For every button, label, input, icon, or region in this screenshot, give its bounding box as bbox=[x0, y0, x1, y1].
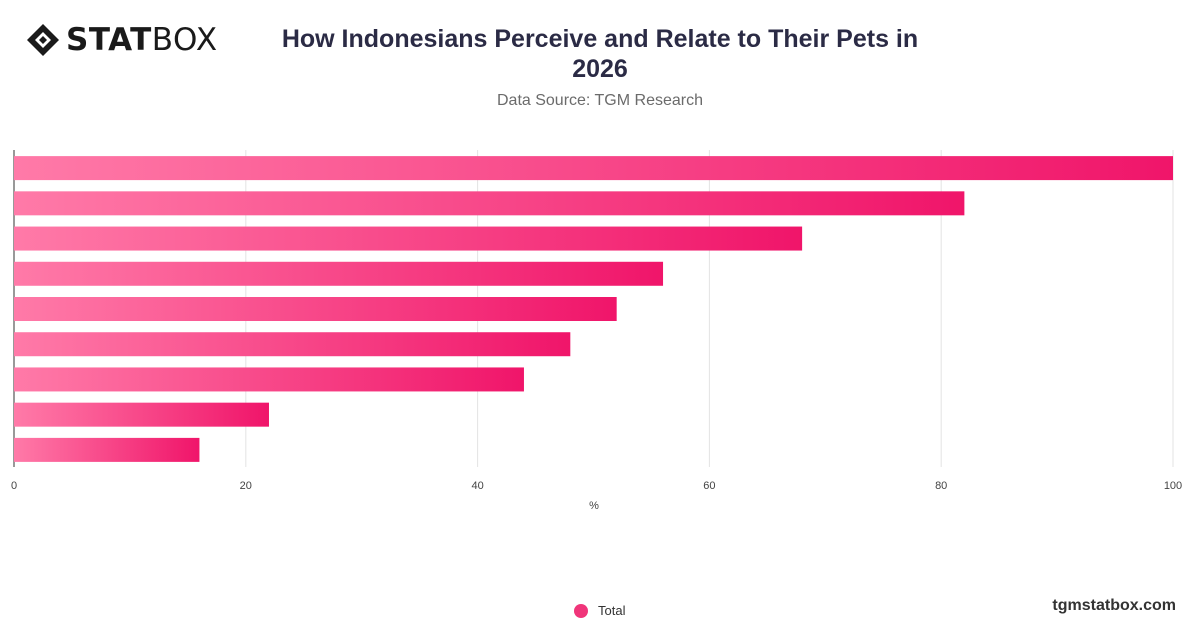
x-tick-label: 20 bbox=[240, 480, 252, 492]
x-tick-label: 80 bbox=[935, 480, 947, 492]
chart-title: How Indonesians Perceive and Relate to T… bbox=[281, 25, 919, 83]
logo-wordmark: STATBOX bbox=[66, 21, 218, 58]
bar[interactable] bbox=[14, 297, 617, 321]
statbox-diamond-icon bbox=[27, 24, 59, 56]
x-tick-label: 40 bbox=[471, 480, 483, 492]
chart-subtitle: Data Source: TGM Research bbox=[496, 92, 703, 109]
x-tick-label: 0 bbox=[11, 480, 17, 492]
bars bbox=[14, 156, 1173, 462]
bar[interactable] bbox=[14, 261, 664, 286]
logo-wordmark-light: BOX bbox=[151, 21, 218, 58]
statbox-logo: STATBOX bbox=[26, 22, 218, 58]
logo-wordmark-bold: STAT bbox=[66, 21, 152, 58]
x-axis-ticks: 0 20 40 60 80 100 bbox=[11, 480, 1182, 492]
x-axis-label: % bbox=[589, 500, 599, 512]
x-tick-label: 60 bbox=[703, 480, 715, 492]
bar[interactable] bbox=[14, 332, 571, 357]
bar[interactable] bbox=[14, 402, 269, 427]
source-credit: tgmstatbox.com bbox=[1052, 597, 1176, 614]
bar[interactable] bbox=[14, 226, 803, 251]
legend-label-total: Total bbox=[598, 603, 626, 618]
bar[interactable] bbox=[14, 191, 965, 216]
bar[interactable] bbox=[14, 437, 200, 462]
bar[interactable] bbox=[14, 367, 524, 392]
x-tick-label: 100 bbox=[1164, 480, 1182, 492]
legend-marker bbox=[574, 603, 588, 618]
legend[interactable]: Total bbox=[574, 603, 625, 618]
bar[interactable] bbox=[14, 156, 1173, 181]
